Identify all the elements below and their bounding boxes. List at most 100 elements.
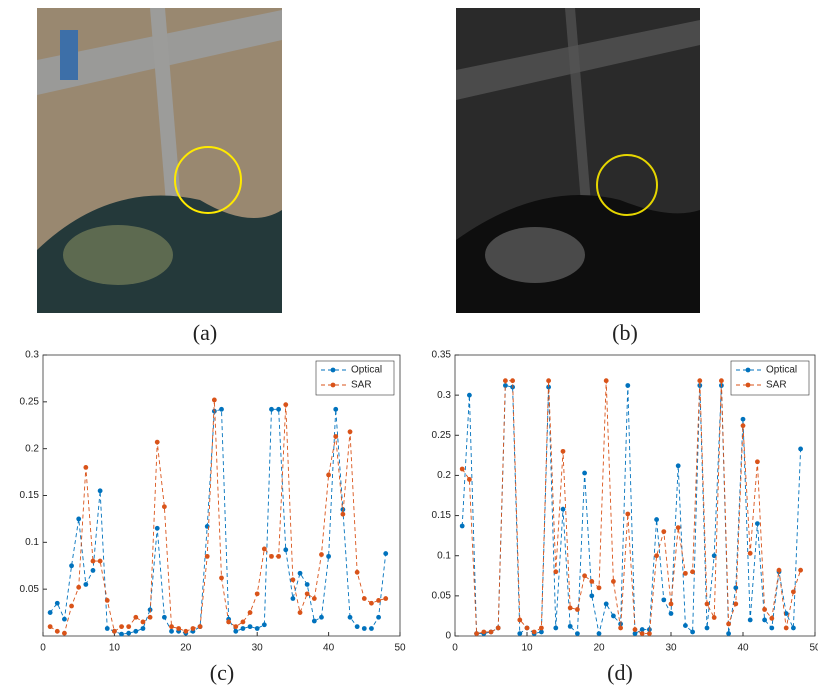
legend-label: Optical bbox=[766, 365, 797, 376]
data-point bbox=[141, 626, 146, 631]
x-tick-label: 20 bbox=[593, 643, 605, 654]
data-point bbox=[340, 512, 345, 517]
data-point bbox=[348, 429, 353, 434]
y-tick-label: 0.05 bbox=[432, 590, 452, 601]
data-point bbox=[369, 601, 374, 606]
data-point bbox=[661, 529, 666, 534]
data-point bbox=[262, 622, 267, 627]
data-point bbox=[269, 554, 274, 559]
data-point bbox=[755, 521, 760, 526]
legend-label: SAR bbox=[351, 380, 372, 391]
data-point bbox=[298, 610, 303, 615]
series-line bbox=[462, 381, 800, 634]
data-point bbox=[169, 624, 174, 629]
data-point bbox=[83, 465, 88, 470]
data-point bbox=[326, 554, 331, 559]
x-tick-label: 40 bbox=[323, 643, 335, 654]
data-point bbox=[683, 571, 688, 576]
data-point bbox=[119, 632, 124, 637]
data-point bbox=[76, 585, 81, 590]
data-point bbox=[248, 610, 253, 615]
data-point bbox=[798, 568, 803, 573]
data-point bbox=[741, 423, 746, 428]
data-point bbox=[355, 624, 360, 629]
data-point bbox=[575, 631, 580, 636]
legend-marker bbox=[331, 368, 336, 373]
data-point bbox=[83, 582, 88, 587]
data-point bbox=[589, 593, 594, 598]
x-tick-label: 50 bbox=[809, 643, 818, 654]
data-point bbox=[726, 631, 731, 636]
data-point bbox=[784, 626, 789, 631]
data-point bbox=[640, 631, 645, 636]
data-point bbox=[291, 577, 296, 582]
y-tick-label: 0.25 bbox=[20, 396, 40, 407]
y-tick-label: 0.3 bbox=[25, 350, 39, 361]
data-point bbox=[305, 582, 310, 587]
y-tick-label: 0.2 bbox=[25, 443, 39, 454]
y-tick-label: 0.15 bbox=[432, 510, 452, 521]
data-point bbox=[597, 585, 602, 590]
series-line bbox=[462, 386, 800, 634]
data-point bbox=[481, 630, 486, 635]
data-point bbox=[255, 591, 260, 596]
data-point bbox=[618, 626, 623, 631]
x-tick-label: 0 bbox=[40, 643, 46, 654]
data-point bbox=[769, 616, 774, 621]
data-point bbox=[148, 615, 153, 620]
data-point bbox=[191, 626, 196, 631]
data-point bbox=[669, 601, 674, 606]
data-point bbox=[460, 524, 465, 529]
panel-label: (b) bbox=[612, 320, 638, 345]
data-point bbox=[105, 598, 110, 603]
data-point bbox=[741, 417, 746, 422]
sar-image bbox=[456, 8, 700, 313]
x-tick-label: 10 bbox=[521, 643, 533, 654]
data-point bbox=[669, 611, 674, 616]
y-tick-label: 0.2 bbox=[437, 470, 451, 481]
legend-label: Optical bbox=[351, 365, 382, 376]
data-point bbox=[604, 378, 609, 383]
data-point bbox=[233, 629, 238, 634]
data-point bbox=[183, 629, 188, 634]
y-tick-label: 0.1 bbox=[437, 550, 451, 561]
panel-label: (a) bbox=[193, 320, 217, 345]
data-point bbox=[517, 631, 522, 636]
data-point bbox=[561, 507, 566, 512]
data-point bbox=[48, 624, 53, 629]
data-point bbox=[503, 378, 508, 383]
data-point bbox=[319, 552, 324, 557]
data-point bbox=[155, 526, 160, 531]
data-point bbox=[553, 626, 558, 631]
data-point bbox=[625, 383, 630, 388]
data-point bbox=[489, 630, 494, 635]
y-tick-label: 0.05 bbox=[20, 584, 40, 595]
data-point bbox=[69, 563, 74, 568]
data-point bbox=[748, 618, 753, 623]
data-point bbox=[517, 618, 522, 623]
optical-image bbox=[37, 8, 282, 313]
plot-box bbox=[43, 355, 400, 636]
data-point bbox=[248, 624, 253, 629]
data-point bbox=[133, 615, 138, 620]
data-point bbox=[98, 559, 103, 564]
data-point bbox=[633, 627, 638, 632]
data-point bbox=[733, 585, 738, 590]
data-point bbox=[283, 547, 288, 552]
data-point bbox=[467, 477, 472, 482]
legend-marker bbox=[331, 383, 336, 388]
data-point bbox=[76, 517, 81, 522]
panel-label: (c) bbox=[210, 660, 234, 685]
data-point bbox=[205, 554, 210, 559]
data-point bbox=[291, 596, 296, 601]
data-point bbox=[91, 568, 96, 573]
y-tick-label: 0.25 bbox=[432, 430, 452, 441]
data-point bbox=[69, 604, 74, 609]
data-point bbox=[376, 615, 381, 620]
data-point bbox=[525, 626, 530, 631]
data-point bbox=[333, 434, 338, 439]
data-point bbox=[55, 601, 60, 606]
data-point bbox=[625, 512, 630, 517]
data-point bbox=[676, 525, 681, 530]
data-point bbox=[553, 569, 558, 574]
